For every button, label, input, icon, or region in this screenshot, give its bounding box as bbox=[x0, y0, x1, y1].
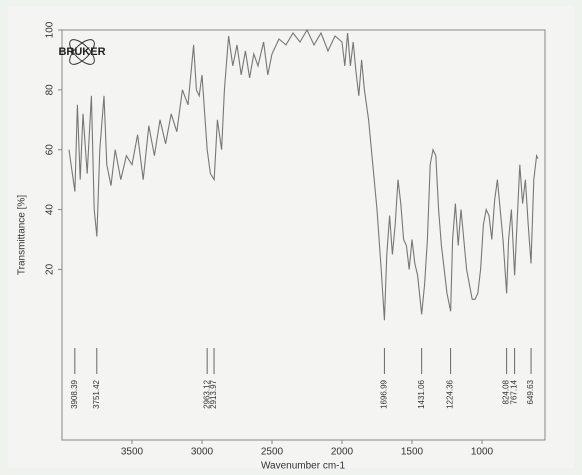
y-tick-label: 20 bbox=[45, 263, 56, 275]
peak-label: 767.14 bbox=[510, 379, 519, 404]
logo-orbit bbox=[69, 39, 95, 65]
x-tick-label: 3000 bbox=[191, 447, 214, 458]
x-axis-label: Wavenumber cm-1 bbox=[261, 461, 346, 472]
logo-text: BRUKER bbox=[58, 46, 105, 58]
peak-label: 3908.39 bbox=[70, 379, 79, 408]
x-tick-label: 2000 bbox=[331, 447, 354, 458]
paper bbox=[8, 6, 574, 468]
logo-orbit bbox=[69, 39, 95, 65]
plot-frame bbox=[61, 29, 546, 441]
peak-label: 1224.36 bbox=[446, 379, 455, 408]
spectrum-line bbox=[68, 28, 539, 321]
y-tick-label: 100 bbox=[45, 21, 56, 38]
y-tick-label: 60 bbox=[45, 144, 56, 156]
x-tick-label: 2500 bbox=[261, 447, 284, 458]
peak-label: 1696.99 bbox=[380, 379, 389, 408]
y-axis-label: Transmittance [%] bbox=[17, 195, 28, 275]
x-tick-label: 1500 bbox=[401, 447, 424, 458]
peak-label: 649.63 bbox=[526, 379, 535, 404]
peak-label: 2913.97 bbox=[209, 379, 218, 408]
peak-label: 824.08 bbox=[502, 379, 511, 404]
x-tick-label: 1000 bbox=[471, 447, 494, 458]
y-tick-label: 40 bbox=[45, 204, 56, 216]
logo: BRUKER bbox=[58, 39, 106, 65]
x-tick-label: 3500 bbox=[121, 447, 144, 458]
y-tick-label: 80 bbox=[45, 84, 56, 96]
peak-label: 2963.12 bbox=[202, 379, 211, 408]
peak-label: 3751.42 bbox=[92, 379, 101, 408]
peak-label: 1431.06 bbox=[417, 379, 426, 408]
